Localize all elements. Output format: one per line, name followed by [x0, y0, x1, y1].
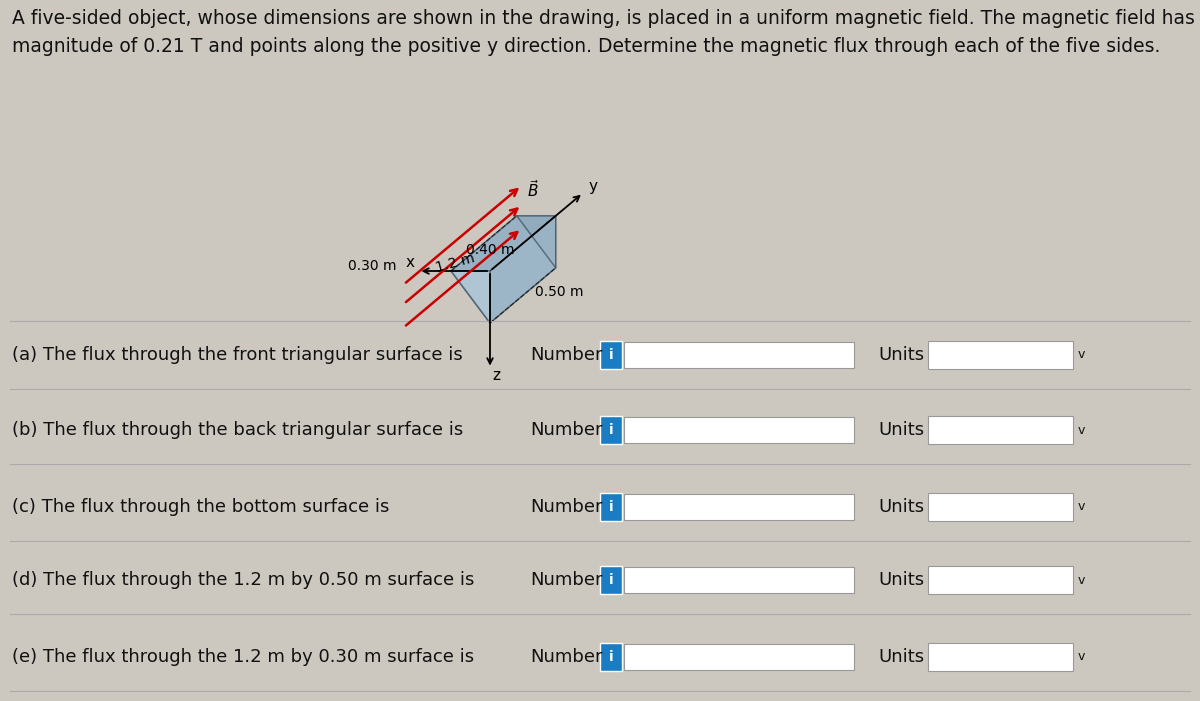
Bar [624, 567, 854, 593]
Polygon shape [451, 216, 556, 323]
Bar [928, 493, 1073, 521]
Bar [624, 494, 854, 520]
Text: Number: Number [530, 421, 602, 439]
Text: 0.50 m: 0.50 m [535, 285, 583, 299]
Text: (c) The flux through the bottom surface is: (c) The flux through the bottom surface … [12, 498, 389, 516]
Text: Units: Units [878, 346, 924, 364]
Text: v: v [1078, 348, 1085, 362]
Bar [624, 417, 854, 443]
Bar [928, 416, 1073, 444]
Text: (e) The flux through the 1.2 m by 0.30 m surface is: (e) The flux through the 1.2 m by 0.30 m… [12, 648, 474, 666]
Text: 0.30 m: 0.30 m [348, 259, 396, 273]
Text: v: v [1078, 423, 1085, 437]
Text: Units: Units [878, 421, 924, 439]
Text: Number: Number [530, 571, 602, 589]
Polygon shape [517, 216, 556, 268]
Bar [624, 644, 854, 670]
Text: i: i [608, 500, 613, 514]
Text: v: v [1078, 573, 1085, 587]
Text: Number: Number [530, 648, 602, 666]
Text: i: i [608, 423, 613, 437]
Text: z: z [492, 369, 500, 383]
FancyBboxPatch shape [600, 566, 622, 594]
Text: i: i [608, 573, 613, 587]
Polygon shape [451, 216, 556, 271]
Text: Units: Units [878, 498, 924, 516]
Text: x: x [406, 255, 414, 270]
FancyBboxPatch shape [600, 416, 622, 444]
Text: 1.2 m: 1.2 m [433, 252, 476, 275]
Text: (b) The flux through the back triangular surface is: (b) The flux through the back triangular… [12, 421, 463, 439]
Text: (a) The flux through the front triangular surface is: (a) The flux through the front triangula… [12, 346, 463, 364]
Text: 0.40 m: 0.40 m [467, 243, 515, 257]
FancyBboxPatch shape [600, 341, 622, 369]
Polygon shape [451, 271, 490, 323]
Bar [624, 342, 854, 368]
Bar [928, 643, 1073, 671]
Text: (d) The flux through the 1.2 m by 0.50 m surface is: (d) The flux through the 1.2 m by 0.50 m… [12, 571, 474, 589]
Text: v: v [1078, 651, 1085, 664]
Text: y: y [588, 179, 598, 194]
Text: A five-sided object, whose dimensions are shown in the drawing, is placed in a u: A five-sided object, whose dimensions ar… [12, 9, 1200, 56]
Bar [928, 341, 1073, 369]
Bar [928, 566, 1073, 594]
FancyBboxPatch shape [600, 493, 622, 521]
Text: $\vec{B}$: $\vec{B}$ [527, 179, 539, 200]
Text: Units: Units [878, 571, 924, 589]
Text: Units: Units [878, 648, 924, 666]
Text: v: v [1078, 501, 1085, 514]
Polygon shape [490, 216, 556, 323]
Text: Number: Number [530, 498, 602, 516]
Text: Number: Number [530, 346, 602, 364]
Text: i: i [608, 650, 613, 664]
FancyBboxPatch shape [600, 643, 622, 671]
Text: i: i [608, 348, 613, 362]
